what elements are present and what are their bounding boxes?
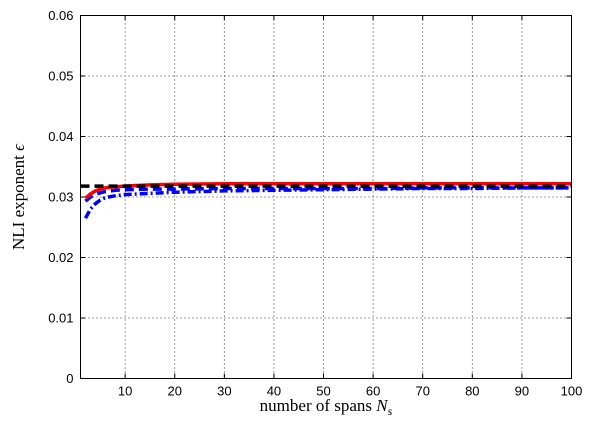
y-tick-label: 0.05 — [48, 69, 73, 84]
y-axis-label: NLI exponent ϵ — [9, 143, 28, 250]
grid — [80, 15, 572, 379]
x-tick-label: 50 — [316, 384, 330, 399]
y-tick-label: 0.02 — [48, 250, 73, 265]
x-tick-label: 60 — [366, 384, 380, 399]
series-line-4 — [84, 186, 572, 203]
x-tick-label: 70 — [415, 384, 429, 399]
x-axis-symbol: N — [375, 396, 389, 415]
x-tick-label: 90 — [515, 384, 529, 399]
x-tick-label: 100 — [561, 384, 583, 399]
y-tick-label: 0.03 — [48, 190, 73, 205]
x-tick-label: 80 — [465, 384, 479, 399]
series-line-1 — [84, 181, 572, 200]
x-axis-label: number of spans Ns — [260, 396, 393, 418]
series-layer — [80, 181, 572, 220]
y-tick-label: 0.04 — [48, 129, 73, 144]
x-tick-label: 30 — [217, 384, 231, 399]
y-tick-label: 0 — [66, 371, 73, 386]
x-axis-label-text: number of spans — [260, 396, 372, 415]
y-tick-label: 0.06 — [48, 8, 73, 23]
x-tick-label: 40 — [267, 384, 281, 399]
ticks: 10 20 30 40 50 60 70 80 90 100 0 0.01 0.02 0.03 0.04 0.… — [48, 8, 582, 399]
x-tick-label: 20 — [167, 384, 181, 399]
y-axis-symbol: ϵ — [9, 143, 28, 151]
y-axis-label-text: NLI exponent — [9, 155, 28, 250]
x-axis-subscript: s — [388, 404, 393, 418]
x-tick-label: 10 — [118, 384, 132, 399]
y-tick-label: 0.01 — [48, 311, 73, 326]
